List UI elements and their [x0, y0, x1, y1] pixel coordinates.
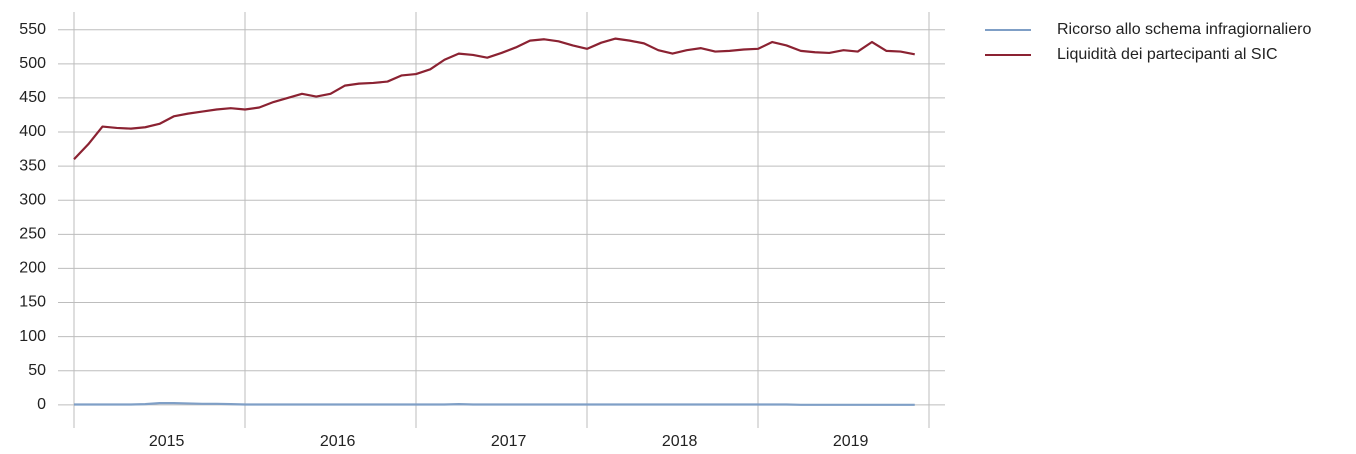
x-tick-label: 2019: [833, 433, 869, 450]
y-tick-label: 250: [19, 226, 46, 243]
y-tick-label: 200: [19, 260, 46, 277]
legend-swatch: [985, 54, 1031, 56]
legend-label: Ricorso allo schema infragiornaliero: [1057, 21, 1312, 38]
y-tick-label: 300: [19, 191, 46, 208]
y-tick-label: 450: [19, 89, 46, 106]
y-tick-label: 0: [37, 396, 46, 413]
legend-swatch: [985, 29, 1031, 31]
chart: 0 50 100 150 200 250 300 350 400 450 500 550 2015 201…: [19, 12, 945, 450]
series-line: [73, 37, 915, 161]
y-tick-label: 350: [19, 157, 46, 174]
y-tick-label: 150: [19, 294, 46, 311]
legend-item: Liquidità dei partecipanti al SIC: [985, 45, 1355, 64]
x-tick-label: 2018: [662, 433, 698, 450]
series-line: [74, 402, 915, 406]
legend: Ricorso allo schema infragiornaliero Liq…: [985, 20, 1355, 70]
y-tick-label: 400: [19, 123, 46, 140]
y-tick-label: 100: [19, 328, 46, 345]
x-tick-label: 2015: [149, 433, 185, 450]
x-tick-label: 2017: [491, 433, 527, 450]
legend-label: Liquidità dei partecipanti al SIC: [1057, 46, 1278, 63]
y-tick-label: 50: [28, 362, 46, 379]
legend-item: Ricorso allo schema infragiornaliero: [985, 20, 1355, 39]
y-tick-label: 550: [19, 21, 46, 38]
x-tick-label: 2016: [320, 433, 356, 450]
y-tick-label: 500: [19, 55, 46, 72]
